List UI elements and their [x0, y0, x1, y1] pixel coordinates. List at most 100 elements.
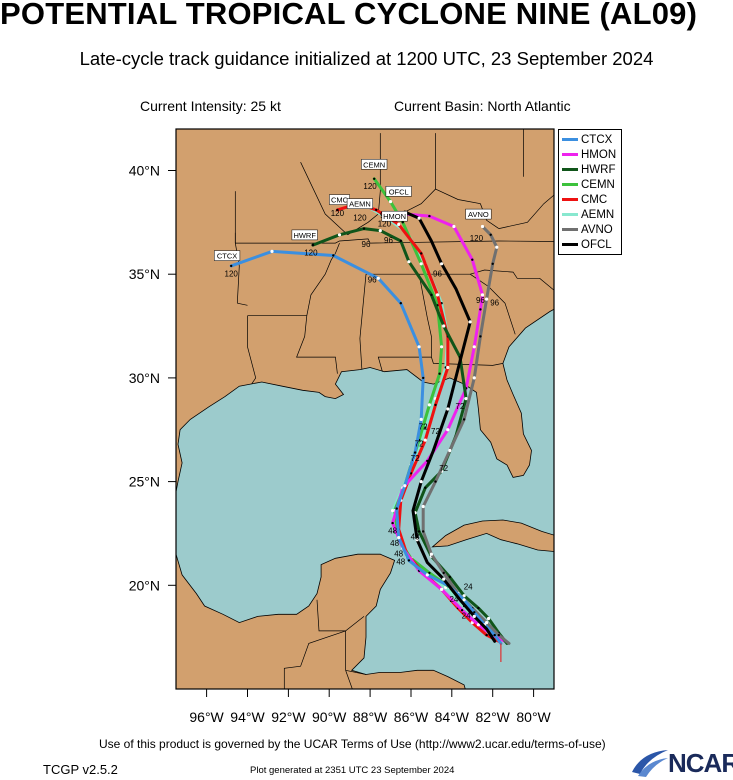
legend-label: AEMN [581, 209, 614, 221]
legend-label: HWRF [581, 164, 616, 176]
lon-tick-label: 90°W [312, 709, 347, 725]
legend-item-aemn: AEMN [562, 208, 614, 221]
track-point [473, 345, 476, 348]
track-point [407, 260, 410, 263]
lat-tick-label: 35°N [129, 266, 160, 282]
hispaniola-island [650, 587, 733, 631]
end-tag-text: CMC [331, 196, 349, 205]
track-point [440, 588, 443, 591]
track-point [430, 294, 432, 296]
end-tag-text: CEMN [363, 160, 385, 169]
end-tag-text: HMON [383, 212, 406, 221]
track-point [440, 262, 443, 265]
legend-label: CEMN [581, 179, 615, 191]
legend-item-ofcl: OFCL [562, 238, 612, 251]
forecast-hour-label: 24 [462, 612, 471, 621]
lon-tick-label: 84°W [435, 709, 470, 725]
legend-swatch [562, 198, 578, 201]
end-tag-cmc: CMC [329, 195, 349, 205]
end-tag-aemn: AEMN [347, 199, 373, 209]
legend-swatch [562, 183, 578, 186]
track-point [438, 373, 440, 375]
forecast-hour-label: 96 [368, 276, 377, 285]
track-point [430, 240, 432, 242]
track-point [418, 345, 421, 348]
track-point [377, 277, 380, 280]
track-point [373, 178, 375, 180]
forecast-hour-label: 72 [411, 454, 420, 463]
lat-tick-label: 20°N [129, 577, 160, 593]
forecast-hour-label: 48 [388, 526, 397, 535]
track-point [494, 634, 496, 636]
track-point [379, 229, 382, 232]
legend-swatch [562, 228, 578, 231]
forecast-hour-label: 120 [363, 182, 377, 191]
legend-item-hwrf: HWRF [562, 163, 616, 176]
track-point [490, 234, 492, 236]
track-point [469, 320, 472, 323]
forecast-hour-label: 48 [390, 539, 399, 548]
border-line [145, 451, 174, 461]
track-point [471, 259, 473, 261]
end-tag-cemn: CEMN [361, 159, 387, 169]
lat-tick-label: 25°N [129, 474, 160, 490]
track-point [442, 578, 445, 581]
end-tag-text: CTCX [217, 252, 237, 261]
track-point [495, 246, 498, 249]
track-point [481, 225, 484, 228]
track-point [492, 263, 494, 265]
model-legend: CTCX HMON HWRF CEMN CMC AEMN AVNO OFCL [558, 129, 622, 255]
track-point [420, 418, 423, 421]
end-tag-hwrf: HWRF [292, 230, 318, 240]
lon-tick-label: 92°W [271, 709, 306, 725]
track-point [400, 240, 402, 242]
track-point [402, 221, 404, 223]
legend-label: CTCX [581, 134, 612, 146]
track-point [459, 360, 461, 362]
track-point [422, 377, 424, 379]
end-tag-hmon: HMON [382, 211, 408, 221]
track-point [389, 200, 392, 203]
track-point [434, 404, 436, 406]
track-point [420, 252, 422, 254]
legend-swatch [562, 153, 578, 156]
track-point [430, 553, 433, 556]
track-point [270, 250, 273, 253]
forecast-hour-label: 72 [456, 402, 465, 411]
end-tag-ctcx: CTCX [214, 251, 240, 261]
lon-tick-label: 82°W [476, 709, 511, 725]
forecast-hour-label: 96 [433, 269, 442, 278]
track-point [465, 397, 468, 400]
track-point [422, 530, 424, 532]
end-tag-avno: AVNO [466, 209, 492, 219]
track-point [479, 335, 481, 337]
track-point [440, 345, 443, 348]
track-point [446, 366, 449, 369]
forecast-hour-label: 24 [449, 595, 458, 604]
track-point [473, 615, 476, 618]
forecast-hour-label: 48 [411, 533, 420, 542]
forecast-hour-label: 96 [490, 298, 499, 307]
lon-tick-label: 88°W [353, 709, 388, 725]
forecast-hour-label: 24 [464, 582, 473, 591]
forecast-hour-label: 96 [476, 296, 485, 305]
track-point [446, 407, 449, 410]
lon-tick-label: 80°W [516, 709, 551, 725]
legend-item-avno: AVNO [562, 223, 613, 236]
track-point [332, 254, 334, 256]
legend-swatch [562, 213, 578, 216]
track-point [449, 576, 451, 578]
end-tag-text: OFCL [389, 187, 409, 196]
track-point [485, 634, 487, 636]
track-point [442, 324, 445, 327]
legend-item-cmc: CMC [562, 193, 607, 206]
lon-tick-label: 94°W [230, 709, 265, 725]
track-point [498, 634, 500, 636]
legend-label: CMC [581, 194, 607, 206]
legend-item-hmon: HMON [562, 148, 616, 161]
track-point [420, 480, 423, 483]
legend-item-cemn: CEMN [562, 178, 615, 191]
end-tag-text: AVNO [468, 210, 489, 219]
forecast-hour-label: 72 [431, 427, 440, 436]
